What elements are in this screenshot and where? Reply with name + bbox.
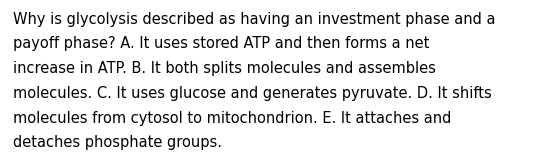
Text: detaches phosphate groups.: detaches phosphate groups. xyxy=(13,135,222,150)
Text: molecules from cytosol to mitochondrion. E. It attaches and: molecules from cytosol to mitochondrion.… xyxy=(13,111,451,126)
Text: payoff phase? A. It uses stored ATP and then forms a net: payoff phase? A. It uses stored ATP and … xyxy=(13,36,429,51)
Text: increase in ATP. B. It both splits molecules and assembles: increase in ATP. B. It both splits molec… xyxy=(13,61,436,76)
Text: molecules. C. It uses glucose and generates pyruvate. D. It shifts: molecules. C. It uses glucose and genera… xyxy=(13,86,492,101)
Text: Why is glycolysis described as having an investment phase and a: Why is glycolysis described as having an… xyxy=(13,12,496,27)
